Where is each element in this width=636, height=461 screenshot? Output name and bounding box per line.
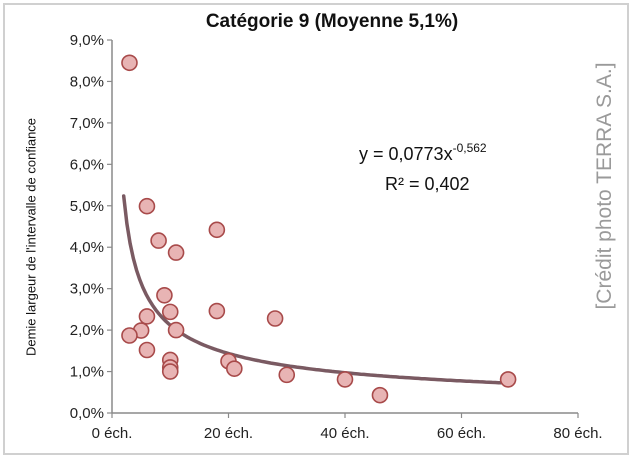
x-tick-label: 40 éch. bbox=[320, 425, 369, 442]
r-squared-label: R² = 0,402 bbox=[385, 174, 470, 194]
y-tick-label: 9,0% bbox=[70, 32, 104, 49]
data-point bbox=[208, 221, 226, 239]
y-tick-label: 0,0% bbox=[70, 405, 104, 422]
chart-frame bbox=[3, 3, 629, 455]
power-trendline bbox=[121, 194, 510, 385]
data-point bbox=[208, 302, 226, 320]
data-point bbox=[167, 321, 185, 339]
data-point bbox=[336, 371, 354, 388]
x-tick-label: 60 éch. bbox=[437, 425, 486, 442]
points-layer bbox=[121, 54, 517, 404]
data-point bbox=[226, 360, 243, 377]
data-point bbox=[121, 54, 138, 72]
data-point bbox=[138, 341, 156, 359]
data-point bbox=[150, 232, 167, 249]
data-point bbox=[161, 363, 179, 380]
x-tick-label: 20 éch. bbox=[204, 425, 253, 442]
data-point bbox=[138, 197, 156, 215]
y-tick-label: 3,0% bbox=[70, 281, 104, 298]
data-point bbox=[138, 308, 156, 325]
data-point bbox=[278, 366, 296, 384]
data-point bbox=[167, 244, 185, 261]
tick-labels: 0,0% 1,0% 2,0% 3,0% 4,0% 5,0% 6,0% 7,0% 8,0% 9,0%… bbox=[70, 32, 603, 442]
axes bbox=[107, 39, 579, 418]
data-point bbox=[499, 371, 517, 388]
data-point bbox=[266, 310, 284, 327]
x-tick-label: 80 éch. bbox=[553, 425, 602, 442]
y-tick-label: 7,0% bbox=[70, 115, 104, 132]
x-tick-label: 0 éch. bbox=[92, 425, 133, 442]
y-tick-label: 4,0% bbox=[70, 239, 104, 256]
trendline-layer bbox=[121, 194, 510, 385]
data-point bbox=[371, 386, 389, 404]
y-tick-label: 6,0% bbox=[70, 156, 104, 173]
data-point bbox=[156, 286, 173, 304]
y-tick-label: 5,0% bbox=[70, 198, 104, 215]
chart-title: Catégorie 9 (Moyenne 5,1%) bbox=[205, 11, 459, 32]
data-point bbox=[161, 303, 179, 321]
data-point bbox=[121, 327, 138, 344]
trend-equation: y = 0,0773x-0,562 bbox=[359, 141, 487, 164]
y-tick-label: 1,0% bbox=[70, 364, 104, 381]
y-tick-label: 2,0% bbox=[70, 322, 104, 339]
y-tick-label: 8,0% bbox=[70, 73, 104, 90]
